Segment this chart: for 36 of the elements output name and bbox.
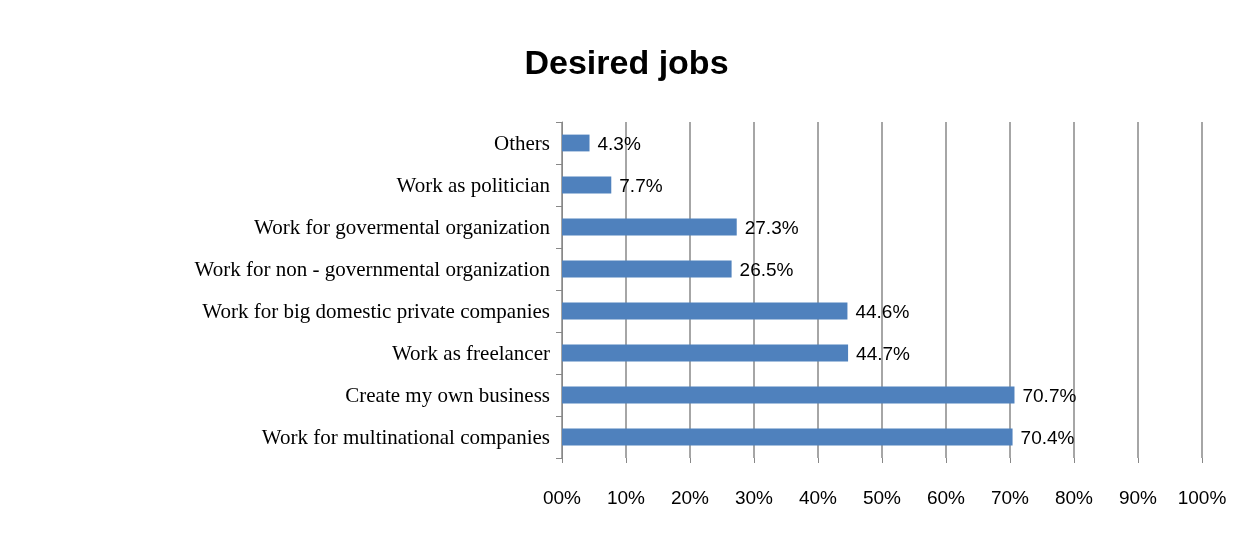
- y-tick-label: Create my own business: [345, 383, 550, 407]
- x-tick-label: 70%: [990, 487, 1030, 508]
- y-tick-label: Work as politician: [396, 173, 551, 197]
- bar: [562, 344, 849, 362]
- y-tick-label: Work for govermental organization: [254, 215, 551, 239]
- y-tick-label: Work for non - governmental organization: [194, 257, 551, 281]
- data-label: 70.4%: [1020, 426, 1075, 448]
- bar: [562, 386, 1015, 404]
- x-tick-label: 50%: [862, 487, 902, 508]
- data-label: 26.5%: [739, 258, 794, 280]
- y-tick-label: Work as freelancer: [391, 341, 550, 365]
- x-tick-label: 40%: [798, 487, 838, 508]
- data-label: 27.3%: [744, 216, 799, 238]
- x-tick-label: 80%: [1054, 487, 1094, 508]
- y-tick-label: Others: [494, 131, 550, 155]
- y-tick-label: Work for big domestic private companies: [202, 299, 550, 323]
- x-tick-label: 10%: [606, 487, 646, 508]
- x-tick-label: 90%: [1118, 487, 1158, 508]
- data-label: 7.7%: [619, 174, 663, 196]
- data-label: 4.3%: [597, 132, 641, 154]
- bar: [562, 134, 590, 152]
- bar: [562, 302, 848, 320]
- data-label: 44.6%: [855, 300, 910, 322]
- x-tick-label: 00%: [542, 487, 582, 508]
- data-label: 70.7%: [1022, 384, 1077, 406]
- bar: [562, 260, 732, 278]
- bar: [562, 218, 737, 236]
- x-tick-label: 60%: [926, 487, 966, 508]
- y-tick-label: Work for multinational companies: [261, 425, 550, 449]
- chart-title: Desired jobs: [524, 43, 729, 81]
- x-tick-label: 30%: [734, 487, 774, 508]
- bar: [562, 176, 612, 194]
- data-label: 44.7%: [856, 342, 911, 364]
- x-tick-label: 20%: [670, 487, 710, 508]
- bar: [562, 428, 1013, 446]
- x-tick-label: 100%: [1177, 487, 1227, 508]
